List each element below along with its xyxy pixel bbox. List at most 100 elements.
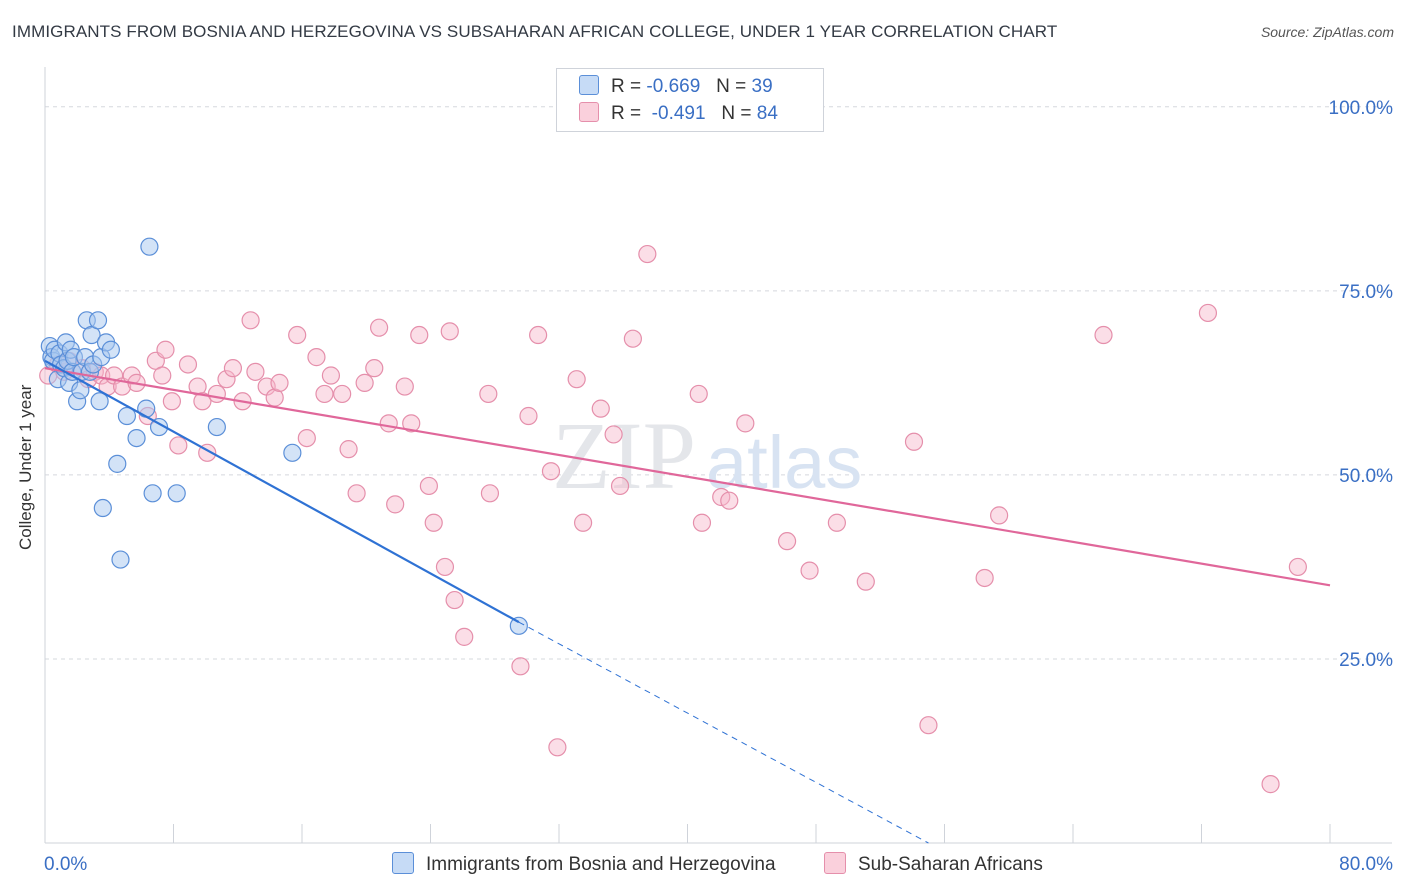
bottom-legend-swatch-blue: [392, 852, 414, 874]
point-sub-saharan: [156, 340, 175, 359]
point-sub-saharan: [355, 373, 374, 392]
point-sub-saharan: [321, 366, 341, 385]
point-bosnia: [88, 311, 108, 330]
point-sub-saharan: [193, 392, 212, 411]
point-sub-saharan: [386, 495, 405, 514]
legend-row-subsaharan: R = -0.491 N = 84: [579, 102, 778, 126]
point-sub-saharan: [604, 425, 623, 444]
x-tick-label: 80.0%: [1339, 854, 1393, 875]
trend-line-bosnia: [44, 359, 520, 624]
legend-swatch-blue: [579, 75, 599, 95]
source-label: Source: ZipAtlas.com: [1260, 24, 1394, 40]
point-sub-saharan: [529, 325, 548, 345]
point-sub-saharan: [223, 359, 243, 378]
tick-labels: 25.0% 50.0% 75.0% 100.0% 0.0% 80.0%: [44, 98, 1393, 875]
watermark: ZIP atlas: [552, 402, 862, 509]
point-sub-saharan: [241, 311, 260, 330]
point-sub-saharan: [162, 392, 181, 411]
legend-n-label: N =: [716, 76, 747, 97]
trend-line-sub-saharan: [44, 367, 1331, 587]
point-sub-saharan: [1261, 775, 1280, 794]
legend-n-value: 84: [756, 103, 778, 124]
point-sub-saharan: [856, 572, 875, 591]
point-sub-saharan: [623, 329, 642, 348]
point-sub-saharan: [827, 513, 846, 532]
legend-r-value: -0.491: [651, 103, 706, 124]
point-sub-saharan: [297, 428, 316, 448]
point-sub-saharan: [610, 476, 630, 496]
trend-lines: [44, 359, 1331, 844]
point-sub-saharan: [307, 348, 326, 367]
legend-n-value: 39: [751, 76, 773, 97]
x-tick-label: 0.0%: [44, 854, 87, 875]
axes: [44, 67, 1392, 844]
point-bosnia: [111, 550, 130, 569]
point-sub-saharan: [347, 484, 366, 503]
bottom-legend-subsaharan: Sub-Saharan Africans: [824, 852, 1043, 876]
point-sub-saharan: [990, 506, 1009, 525]
point-bosnia: [167, 484, 186, 503]
series-sub-saharan-points: [39, 244, 1307, 794]
point-sub-saharan: [169, 436, 188, 455]
point-sub-saharan: [339, 440, 358, 459]
point-sub-saharan: [246, 362, 265, 381]
point-sub-saharan: [511, 657, 530, 676]
point-sub-saharan: [402, 414, 421, 433]
correlation-legend: R = -0.669 N = 39 R = -0.491 N = 84: [556, 68, 824, 132]
legend-row-bosnia: R = -0.669 N = 39: [579, 75, 773, 99]
point-sub-saharan: [689, 384, 708, 404]
trend-line-bosnia-extension: [518, 621, 929, 844]
point-bosnia: [90, 392, 109, 411]
y-tick-label: 25.0%: [1339, 650, 1393, 671]
legend-r-value: -0.669: [646, 76, 701, 97]
bottom-legend-swatch-pink: [824, 852, 846, 874]
point-bosnia: [93, 498, 112, 518]
point-sub-saharan: [720, 491, 739, 510]
point-sub-saharan: [178, 355, 198, 374]
point-bosnia: [108, 454, 127, 473]
y-tick-label: 100.0%: [1329, 98, 1394, 119]
point-bosnia: [509, 616, 528, 635]
point-sub-saharan: [379, 414, 398, 433]
legend-r-label: R =: [611, 103, 642, 124]
point-sub-saharan: [365, 359, 384, 378]
point-sub-saharan: [567, 370, 586, 389]
point-sub-saharan: [777, 532, 797, 551]
point-sub-saharan: [270, 373, 289, 392]
point-bosnia: [143, 484, 162, 503]
bottom-legend-bosnia: Immigrants from Bosnia and Herzegovina: [392, 852, 776, 876]
point-sub-saharan: [315, 384, 334, 404]
point-sub-saharan: [440, 322, 459, 341]
point-sub-saharan: [333, 384, 352, 404]
point-bosnia: [137, 399, 156, 418]
point-sub-saharan: [975, 568, 994, 588]
point-sub-saharan: [591, 399, 610, 418]
legend-n-label: N =: [721, 103, 752, 124]
legend-r-label: R =: [611, 76, 642, 97]
watermark-zip: ZIP: [552, 402, 696, 509]
point-bosnia: [127, 428, 146, 448]
chart-title: IMMIGRANTS FROM BOSNIA AND HERZEGOVINA V…: [12, 22, 1058, 41]
point-sub-saharan: [455, 627, 474, 646]
point-sub-saharan: [800, 561, 819, 580]
point-sub-saharan: [445, 590, 464, 610]
point-sub-saharan: [1288, 557, 1307, 577]
point-sub-saharan: [479, 384, 498, 404]
point-sub-saharan: [573, 513, 593, 532]
point-sub-saharan: [1198, 303, 1218, 323]
point-sub-saharan: [217, 370, 236, 389]
point-sub-saharan: [410, 325, 429, 345]
y-axis-label: College, Under 1 year: [16, 384, 35, 550]
point-sub-saharan: [548, 738, 567, 757]
point-sub-saharan: [519, 406, 538, 426]
point-sub-saharan: [919, 716, 938, 735]
point-sub-saharan: [736, 414, 755, 433]
y-tick-label: 50.0%: [1339, 466, 1393, 487]
point-sub-saharan: [207, 384, 226, 404]
bottom-legend-label: Sub-Saharan Africans: [858, 854, 1043, 875]
point-sub-saharan: [153, 366, 172, 385]
point-sub-saharan: [288, 325, 307, 345]
point-sub-saharan: [692, 513, 712, 532]
point-bosnia: [149, 417, 169, 437]
